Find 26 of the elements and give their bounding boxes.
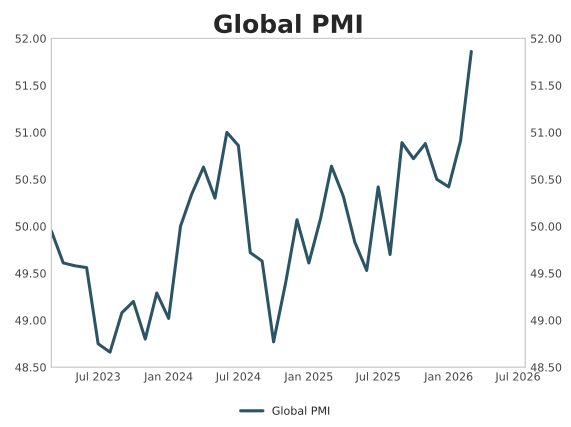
x-tick-label: Jan 2026 (424, 372, 472, 383)
y2-tick-label: 52.00 (531, 34, 562, 43)
y-tick-label: 51.50 (16, 81, 46, 90)
x-tick-label: Jan 2024 (144, 372, 192, 383)
y2-tick-label: 49.50 (530, 269, 562, 278)
y2-tick-label: 50.50 (531, 175, 562, 184)
x-tick-label: Jul 2023 (74, 372, 120, 383)
y2-tick-label: 51.00 (531, 128, 562, 137)
y2-tick-label: 51.50 (531, 81, 562, 90)
chart-title: Global PMI (214, 14, 362, 34)
y-tick-label: 49.50 (15, 269, 46, 278)
y-tick-label: 50.00 (16, 222, 46, 231)
y-tick-label: 50.50 (16, 175, 46, 184)
line-series (51, 50, 473, 354)
x-tick-label: Jul 2024 (215, 372, 260, 383)
x-tick-label: Jul 2025 (355, 372, 400, 383)
y-tick-label: 49.00 (15, 316, 46, 325)
legend-label: Global PMI (272, 406, 330, 415)
y2-tick-label: 49.00 (530, 316, 562, 325)
y-tick-label: 51.00 (16, 128, 46, 137)
y2-tick-label: 48.50 (530, 363, 562, 372)
y-tick-label: 48.50 (15, 363, 46, 372)
y2-tick-label: 50.00 (531, 222, 562, 231)
x-tick-label: Jul 2026 (494, 372, 540, 383)
y-tick-label: 52.00 (16, 34, 46, 43)
x-tick-label: Jan 2025 (284, 372, 332, 383)
